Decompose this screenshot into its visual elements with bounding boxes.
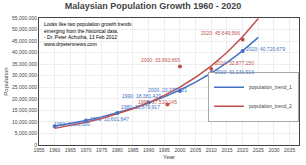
svg-text:Year: Year <box>163 154 175 160</box>
svg-text:1996: 17,510,145: 1996: 17,510,145 <box>138 99 177 105</box>
svg-text:population_trend_1: population_trend_1 <box>249 84 292 90</box>
svg-text:30,000,000: 30,000,000 <box>12 72 37 78</box>
svg-text:Malaysian Population Growth 19: Malaysian Population Growth 1960 - 2020 <box>65 1 242 11</box>
svg-text:2030: 2030 <box>268 147 279 153</box>
svg-text:Population: Population <box>3 67 9 95</box>
svg-text:2020: 45,649,566: 2020: 45,649,566 <box>201 30 240 36</box>
svg-text:1980: 13,879,917: 1980: 13,879,917 <box>121 104 160 110</box>
svg-text:2000: 33,993,665: 2000: 33,993,665 <box>141 57 180 63</box>
svg-text:45,000,000: 45,000,000 <box>12 38 37 44</box>
svg-text:0: 0 <box>34 142 37 148</box>
svg-text:2010: 32,877,150: 2010: 32,877,150 <box>215 60 254 66</box>
svg-text:2015: 2015 <box>221 147 232 153</box>
svg-text:1965: 1965 <box>65 147 76 153</box>
svg-text:1975: 1975 <box>96 147 107 153</box>
svg-text:35,000,000: 35,000,000 <box>12 61 37 67</box>
svg-text:1985: 1985 <box>127 147 138 153</box>
svg-text:1995: 1995 <box>159 147 170 153</box>
svg-text:Looks like two population grow: Looks like two population growth trendse… <box>44 21 132 47</box>
svg-text:25,000,000: 25,000,000 <box>12 84 37 90</box>
svg-text:population_trend_2: population_trend_2 <box>249 103 292 109</box>
svg-text:2000: 23,370,501: 2000: 23,370,501 <box>148 87 187 93</box>
svg-text:1970: 1970 <box>80 147 91 153</box>
svg-text:2020: 2020 <box>237 147 248 153</box>
svg-text:1980: 1980 <box>112 147 123 153</box>
svg-text:2005: 2005 <box>190 147 201 153</box>
svg-text:5,000,000: 5,000,000 <box>15 130 37 136</box>
svg-text:15,000,000: 15,000,000 <box>12 107 37 113</box>
svg-text:1955: 1955 <box>33 147 44 153</box>
svg-text:10,000,000: 10,000,000 <box>12 119 37 125</box>
svg-text:2025: 2025 <box>253 147 264 153</box>
svg-text:1960: 1960 <box>49 147 60 153</box>
svg-text:1970: 10,601,647: 1970: 10,601,647 <box>90 116 129 122</box>
svg-text:1990: 1990 <box>143 147 154 153</box>
svg-text:20,000,000: 20,000,000 <box>12 96 37 102</box>
svg-text:2010: 2010 <box>206 147 217 153</box>
svg-text:40,000,000: 40,000,000 <box>12 49 37 55</box>
svg-text:2020: 40,720,679: 2020: 40,720,679 <box>246 46 285 52</box>
svg-text:2010: 31,131,910: 2010: 31,131,910 <box>215 69 254 75</box>
svg-text:2000: 2000 <box>174 147 185 153</box>
svg-text:50,000,000: 50,000,000 <box>12 26 37 32</box>
svg-text:2035: 2035 <box>284 147 295 153</box>
svg-text:1990: 18,381,429: 1990: 18,381,429 <box>122 93 161 99</box>
svg-text:55,000,000: 55,000,000 <box>12 15 37 21</box>
svg-text:1960: 8,100,000: 1960: 8,100,000 <box>54 121 90 127</box>
